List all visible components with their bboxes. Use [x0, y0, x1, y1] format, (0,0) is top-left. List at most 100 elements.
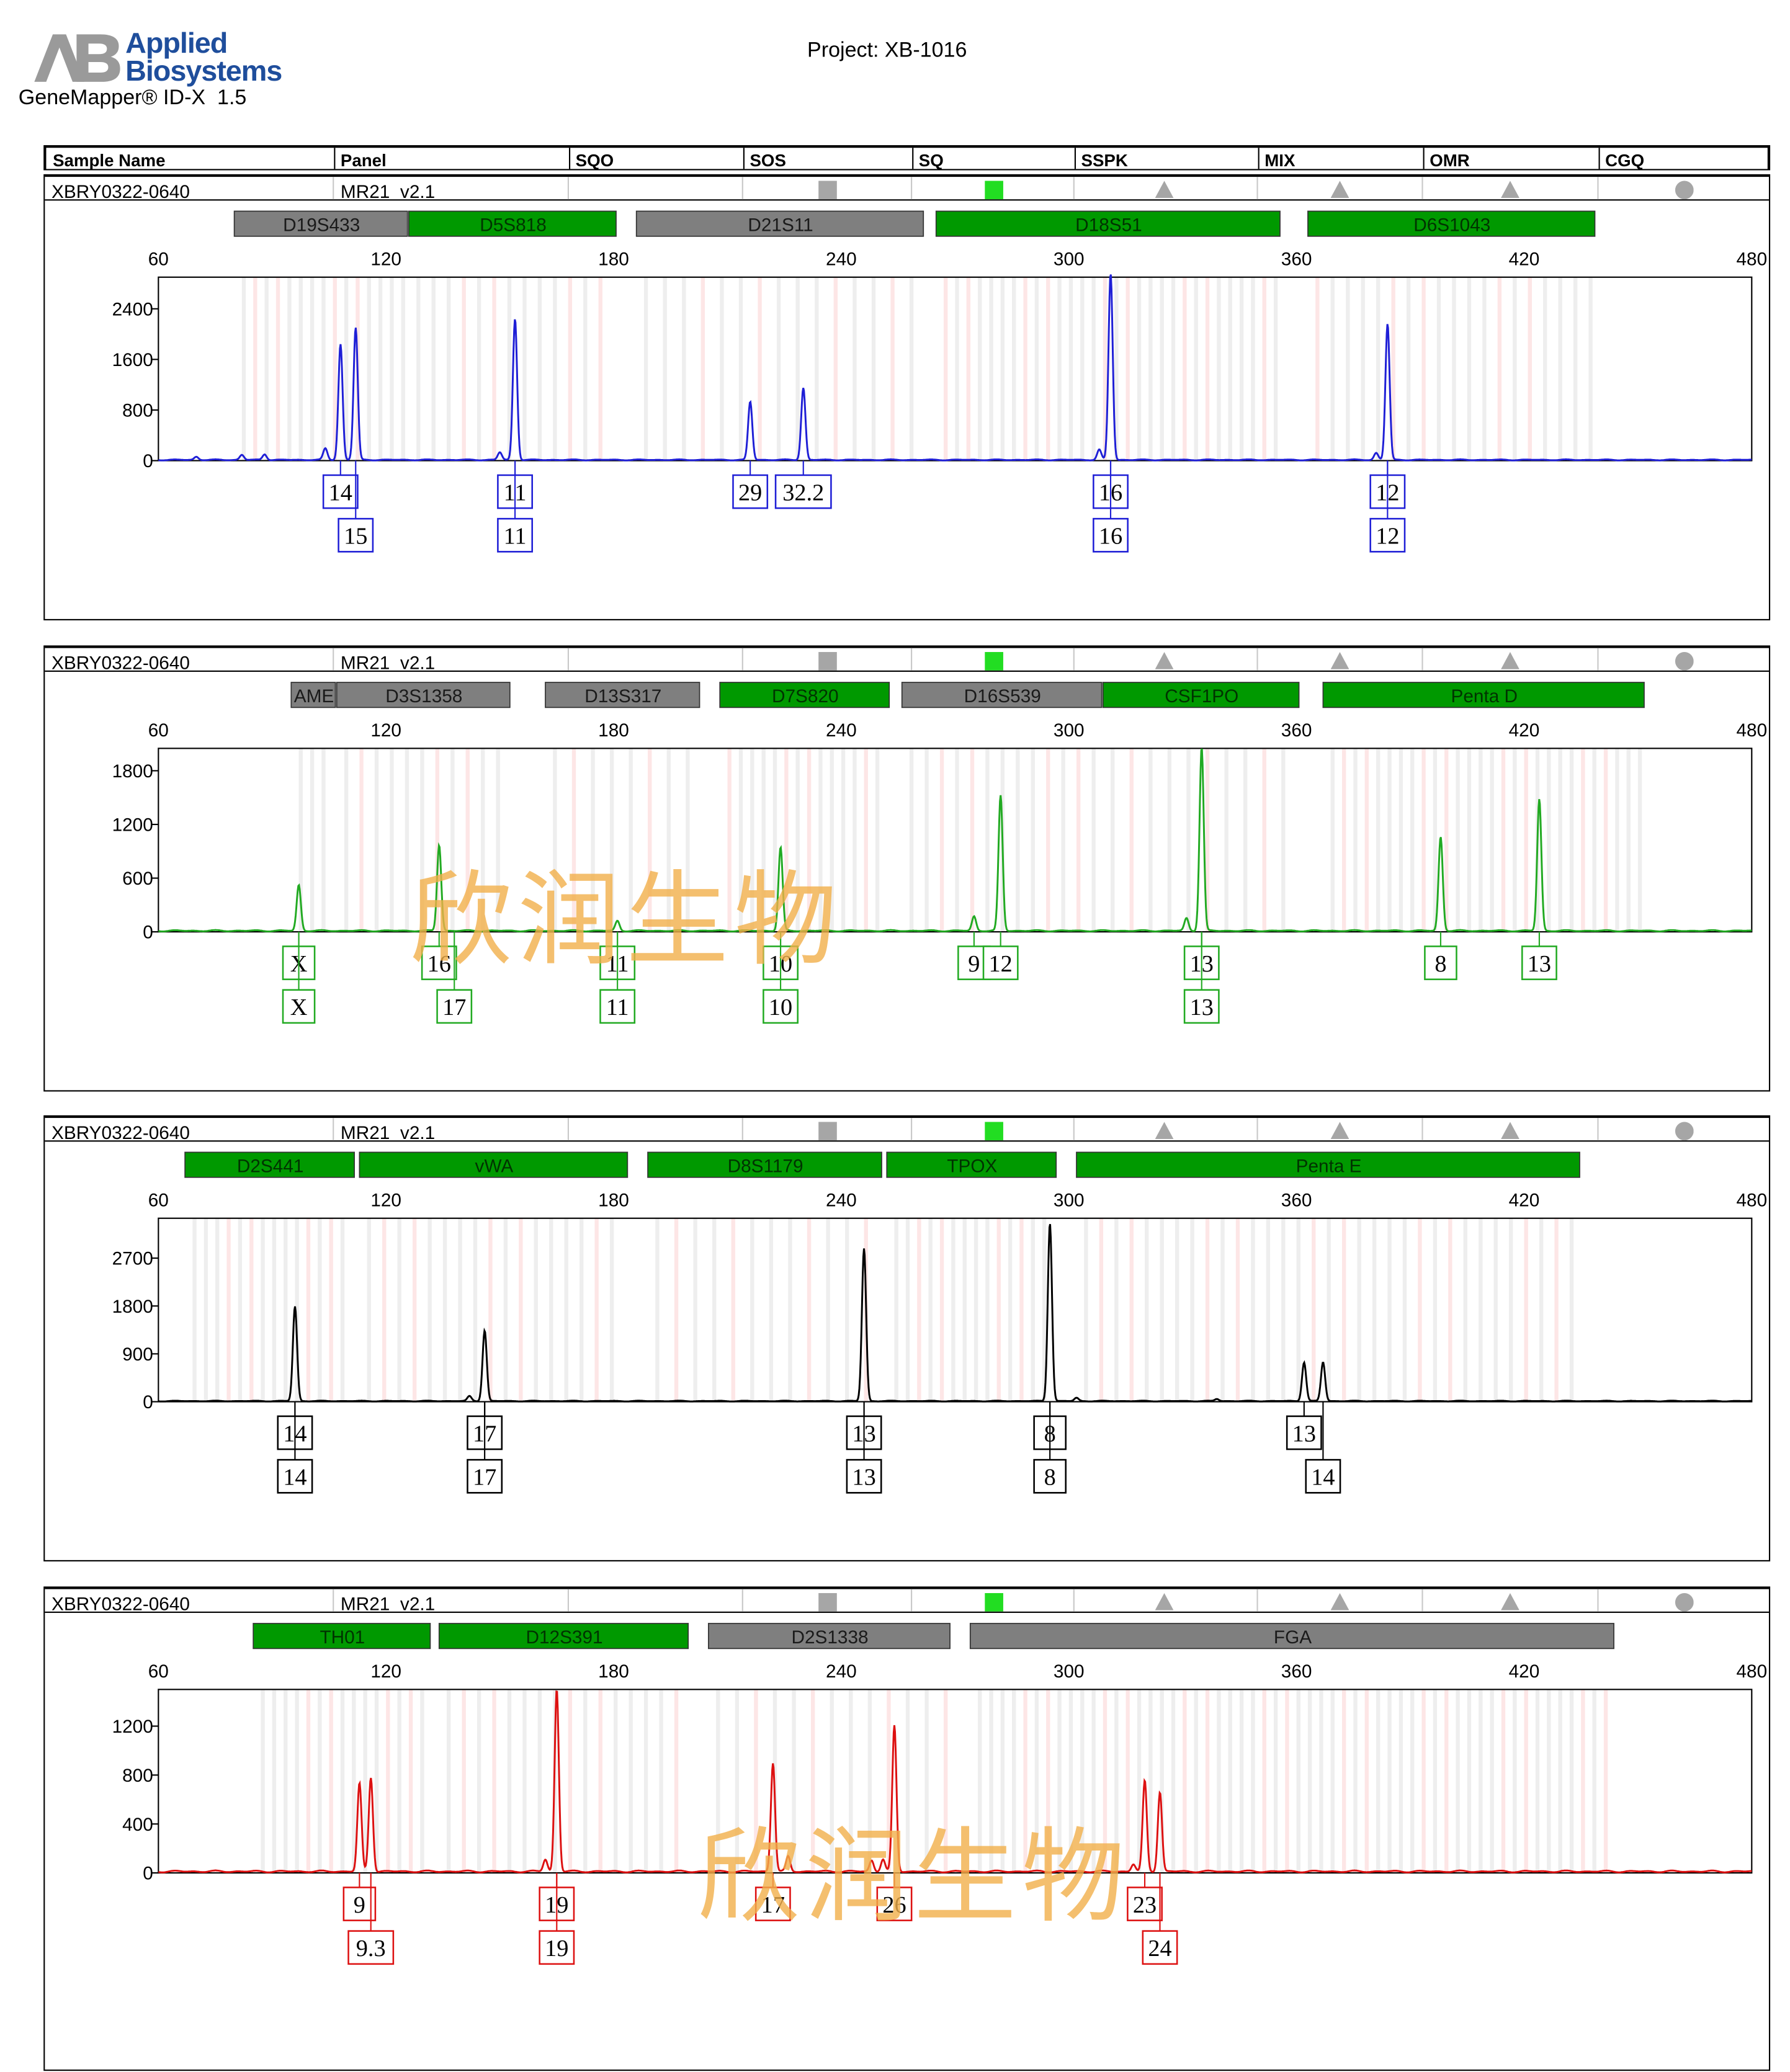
allele-call-label[interactable]: 8	[1424, 932, 1457, 980]
allele-call-label[interactable]: 17	[754, 1873, 791, 1921]
omr-flag-triangle-icon[interactable]	[1501, 1593, 1519, 1612]
cgq-flag-circle-icon[interactable]	[1675, 181, 1694, 200]
allele-call-label[interactable]: 11	[599, 932, 636, 1024]
column-header-sample-name[interactable]: Sample Name	[53, 150, 166, 171]
sspk-flag-triangle-icon[interactable]	[1155, 1593, 1174, 1612]
allele-call-label[interactable]: 29	[732, 460, 769, 509]
marker-d3s1358[interactable]: D3S1358	[336, 682, 511, 708]
marker-d6s1043[interactable]: D6S1043	[1307, 210, 1596, 237]
column-header-omr[interactable]: OMR	[1430, 150, 1470, 171]
column-separator	[741, 648, 743, 671]
marker-penta-e[interactable]: Penta E	[1076, 1151, 1580, 1178]
column-header-sos[interactable]: SOS	[750, 150, 786, 171]
allele-call-label[interactable]: 17	[436, 932, 473, 1024]
column-header-panel[interactable]: Panel	[340, 150, 387, 171]
marker-th01[interactable]: TH01	[253, 1623, 431, 1650]
sample-info-row[interactable]: XBRY0322-0640 MR21 v2.1	[45, 646, 1769, 673]
sspk-flag-triangle-icon[interactable]	[1155, 181, 1174, 199]
marker-csf1po[interactable]: CSF1PO	[1102, 682, 1300, 708]
column-header-sspk[interactable]: SSPK	[1081, 150, 1128, 171]
sos-flag-square-icon[interactable]	[818, 1122, 837, 1141]
marker-d18s51[interactable]: D18S51	[935, 210, 1281, 237]
allele-call-label[interactable]: 14	[322, 460, 359, 509]
marker-penta-d[interactable]: Penta D	[1322, 682, 1645, 708]
column-header-cgq[interactable]: CGQ	[1605, 150, 1645, 171]
allele-call-label[interactable]: 9.3	[347, 1873, 395, 1965]
omr-flag-triangle-icon[interactable]	[1501, 181, 1519, 199]
sos-flag-square-icon[interactable]	[818, 652, 837, 671]
marker-d13s317[interactable]: D13S317	[545, 682, 700, 708]
sos-flag-square-icon[interactable]	[818, 181, 837, 200]
marker-vwa[interactable]: vWA	[359, 1151, 629, 1178]
allele-call-label[interactable]: 8	[1033, 1401, 1067, 1494]
sspk-flag-triangle-icon[interactable]	[1155, 1122, 1174, 1140]
allele-call-label[interactable]: 19	[539, 1873, 575, 1965]
mix-flag-triangle-icon[interactable]	[1330, 652, 1349, 671]
allele-call-label[interactable]: 13	[1521, 932, 1557, 980]
allele-bin	[344, 277, 349, 461]
marker-d21s11[interactable]: D21S11	[635, 210, 924, 237]
allele-call-label[interactable]: 26	[876, 1873, 913, 1921]
column-header-sqo[interactable]: SQO	[575, 150, 614, 171]
allele-call-label[interactable]: 16	[421, 932, 457, 980]
sample-info-row[interactable]: XBRY0322-0640 MR21 v2.1	[45, 1116, 1769, 1143]
allele-bin	[1573, 277, 1578, 461]
marker-d7s820[interactable]: D7S820	[719, 682, 890, 708]
allele-call-label[interactable]: 14	[277, 1401, 313, 1494]
allele-call-label[interactable]: 11	[497, 460, 533, 553]
allele-bin	[731, 1218, 735, 1402]
allele-bin	[1603, 748, 1608, 932]
allele-call-label[interactable]: 10	[763, 932, 799, 1024]
allele-call-label[interactable]: 9	[342, 1873, 377, 1921]
marker-d2s441[interactable]: D2S441	[184, 1151, 355, 1178]
mix-flag-triangle-icon[interactable]	[1330, 1593, 1349, 1612]
marker-d16s539[interactable]: D16S539	[901, 682, 1103, 708]
omr-flag-triangle-icon[interactable]	[1501, 1122, 1519, 1140]
marker-fga[interactable]: FGA	[969, 1623, 1614, 1650]
sspk-flag-triangle-icon[interactable]	[1155, 652, 1174, 671]
sample-info-row[interactable]: XBRY0322-0640 MR21 v2.1	[45, 1587, 1769, 1614]
marker-ame[interactable]: AME	[290, 682, 336, 708]
sq-flag-square-icon[interactable]	[985, 652, 1003, 671]
omr-flag-triangle-icon[interactable]	[1501, 652, 1519, 671]
allele-call-label[interactable]: 15	[338, 460, 374, 553]
column-header-sq[interactable]: SQ	[918, 150, 944, 171]
allele-call-label[interactable]: 13	[846, 1401, 882, 1494]
allele-call-label[interactable]: 12	[982, 932, 1019, 980]
allele-call-label[interactable]: 12	[1369, 460, 1406, 553]
column-separator	[333, 1589, 334, 1612]
allele-bin	[614, 1689, 618, 1873]
allele-call-text: 8	[1044, 1465, 1056, 1491]
electropherogram-green: AME D3S1358 D13S317 D7S820 D16S539 CSF1PO Pent…	[112, 682, 1767, 1024]
sos-flag-square-icon[interactable]	[818, 1593, 837, 1612]
allele-call-label[interactable]: 13	[1183, 932, 1220, 1024]
marker-d12s391[interactable]: D12S391	[438, 1623, 689, 1650]
x-tick-label: 420	[1509, 720, 1540, 741]
column-header-mix[interactable]: MIX	[1264, 150, 1296, 171]
allele-call-label[interactable]: 16	[1093, 460, 1129, 553]
sq-flag-square-icon[interactable]	[985, 181, 1003, 200]
mix-flag-triangle-icon[interactable]	[1330, 1122, 1349, 1140]
allele-bin	[1183, 1689, 1187, 1873]
allele-call-label[interactable]: X	[282, 932, 316, 1024]
allele-bin	[397, 1689, 401, 1873]
sq-flag-square-icon[interactable]	[985, 1593, 1003, 1612]
cgq-flag-circle-icon[interactable]	[1675, 1593, 1694, 1612]
allele-call-label[interactable]: 17	[467, 1401, 503, 1494]
sq-flag-square-icon[interactable]	[985, 1122, 1003, 1141]
marker-tpox[interactable]: TPOX	[886, 1151, 1057, 1178]
mix-flag-triangle-icon[interactable]	[1330, 181, 1349, 199]
marker-d8s1179[interactable]: D8S1179	[647, 1151, 882, 1178]
cgq-flag-circle-icon[interactable]	[1675, 652, 1694, 671]
marker-d5s818[interactable]: D5S818	[408, 210, 617, 237]
sample-info-row[interactable]: XBRY0322-0640 MR21 v2.1	[45, 175, 1769, 202]
allele-call-label[interactable]: 13	[1286, 1401, 1322, 1450]
allele-call-label[interactable]: 23	[1127, 1873, 1163, 1921]
marker-d19s433[interactable]: D19S433	[233, 210, 408, 237]
allele-call-label[interactable]: 14	[1305, 1401, 1341, 1494]
allele-bin	[1558, 748, 1562, 932]
marker-d2s1338[interactable]: D2S1338	[708, 1623, 951, 1650]
cgq-flag-circle-icon[interactable]	[1675, 1122, 1694, 1141]
allele-call-label[interactable]: 32.2	[774, 460, 832, 509]
allele-call-label[interactable]: 24	[1142, 1873, 1178, 1965]
